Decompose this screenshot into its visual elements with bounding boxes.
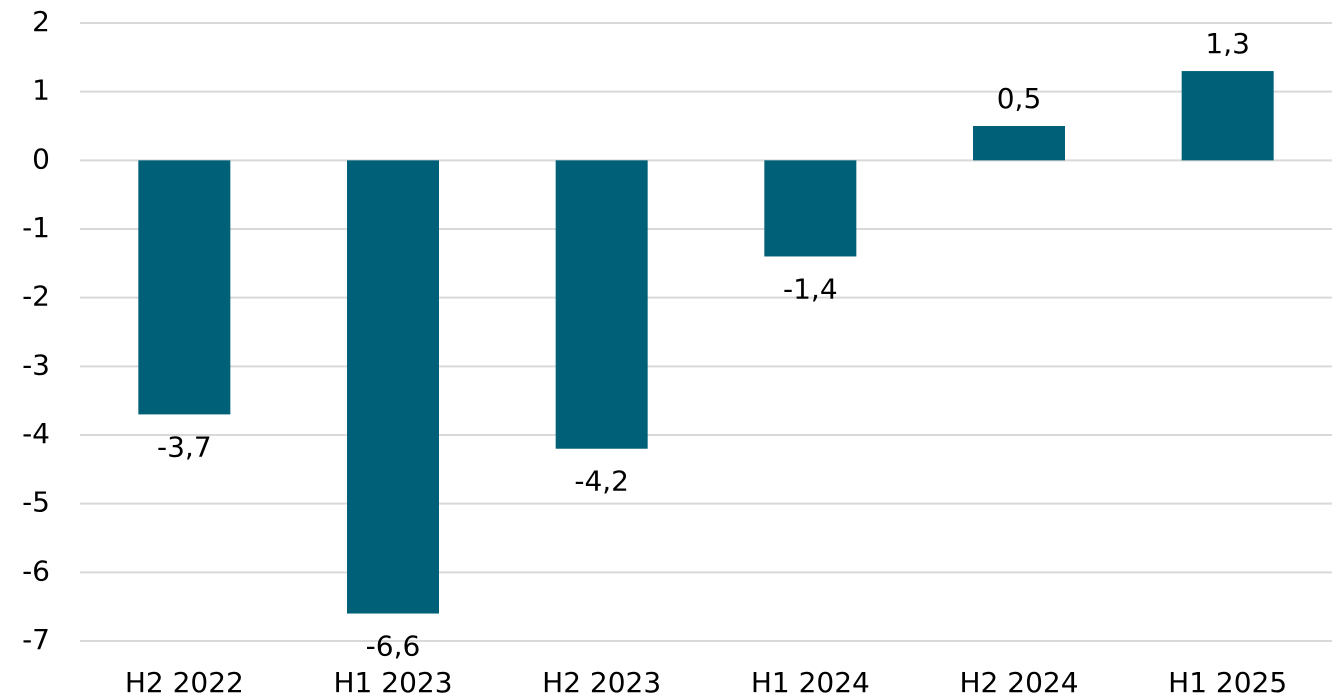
data-label: -1,4: [783, 272, 838, 305]
y-tick-label: 2: [32, 5, 50, 38]
x-tick-label: H2 2023: [542, 666, 661, 699]
x-tick-label: H1 2023: [333, 666, 452, 699]
data-label: -3,7: [157, 430, 212, 463]
y-tick-label: -4: [22, 417, 50, 450]
x-tick-label: H2 2024: [959, 666, 1078, 699]
y-tick-label: -7: [22, 623, 50, 656]
x-tick-label: H2 2022: [125, 666, 244, 699]
data-label: -4,2: [574, 465, 629, 498]
data-label: 1,3: [1205, 27, 1250, 60]
y-tick-label: -1: [22, 211, 50, 244]
bar: [555, 160, 648, 449]
x-tick-label: H1 2025: [1168, 666, 1287, 699]
bar: [1181, 71, 1274, 161]
y-tick-label: -3: [22, 348, 50, 381]
x-tick-label: H1 2024: [751, 666, 870, 699]
y-tick-label: -6: [22, 554, 50, 587]
bar: [973, 126, 1065, 161]
data-label: 0,5: [997, 82, 1042, 115]
y-tick-label: -5: [22, 486, 50, 519]
y-tick-label: -2: [22, 280, 50, 313]
data-label: -6,6: [366, 630, 421, 663]
bar: [764, 160, 857, 257]
y-tick-label: 0: [32, 142, 50, 175]
y-tick-label: 1: [32, 74, 50, 107]
bar: [138, 160, 231, 415]
bar: [347, 160, 439, 614]
